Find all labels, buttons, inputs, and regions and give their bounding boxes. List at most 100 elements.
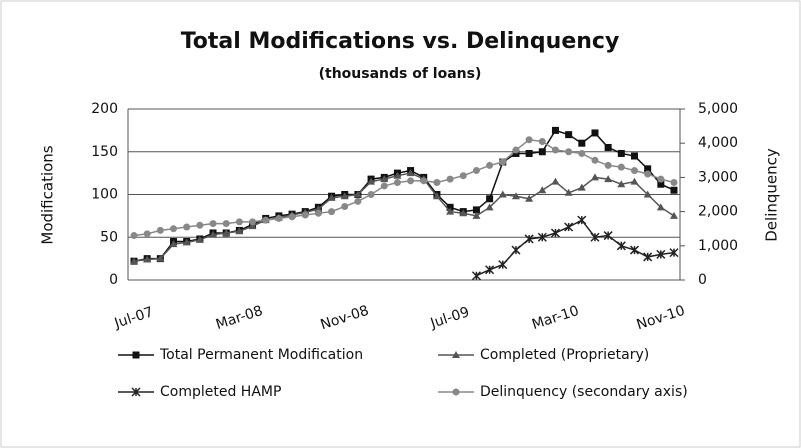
data-point — [657, 180, 665, 188]
y2-tick-label: 1,000 — [698, 238, 738, 254]
data-point — [538, 148, 546, 156]
data-point — [249, 218, 257, 226]
data-point — [617, 149, 625, 157]
data-point — [314, 209, 322, 217]
data-point — [524, 234, 534, 244]
legend-marker — [131, 387, 141, 397]
data-point — [603, 231, 613, 241]
data-point — [564, 222, 574, 232]
y-tick-label: 100 — [91, 187, 118, 203]
data-point — [578, 139, 586, 147]
data-point — [380, 175, 389, 183]
data-point — [498, 260, 508, 270]
data-point — [327, 193, 336, 201]
data-point — [644, 170, 652, 178]
data-point — [130, 232, 138, 240]
data-point — [143, 230, 151, 238]
data-point — [143, 255, 152, 263]
data-point — [498, 190, 507, 198]
data-point — [341, 202, 349, 210]
data-point — [537, 232, 547, 242]
data-point — [406, 169, 415, 177]
data-point — [340, 192, 349, 200]
data-point — [538, 137, 546, 145]
data-point — [433, 179, 441, 187]
data-point — [551, 146, 559, 154]
data-point — [670, 179, 678, 187]
y-tick-label: 0 — [109, 272, 118, 288]
data-point — [183, 223, 191, 231]
legend-label: Total Permanent Modification — [159, 347, 363, 363]
data-point — [565, 148, 573, 156]
data-point — [156, 254, 165, 262]
data-point — [459, 172, 467, 180]
y2-tick-label: 2,000 — [698, 204, 738, 220]
data-point — [222, 228, 231, 236]
data-point — [432, 192, 441, 200]
data-point — [471, 271, 481, 281]
y2-tick-label: 0 — [698, 272, 707, 288]
data-point — [328, 208, 336, 216]
data-point — [629, 245, 640, 255]
data-point — [577, 215, 587, 225]
data-point — [604, 143, 612, 151]
data-point — [472, 211, 481, 219]
data-point — [196, 221, 204, 229]
y-axis-title: Modifications — [39, 145, 57, 244]
data-point — [407, 177, 415, 185]
data-point — [604, 161, 612, 169]
data-point — [590, 173, 599, 181]
data-point — [538, 186, 547, 194]
data-point — [669, 248, 679, 258]
data-point — [393, 179, 401, 187]
data-point — [446, 207, 455, 215]
data-point — [512, 146, 520, 154]
legend-label: Completed HAMP — [160, 384, 281, 400]
legend-label: Completed (Proprietary) — [480, 347, 649, 363]
legend-label: Delinquency (secondary axis) — [480, 384, 688, 400]
data-point — [643, 190, 652, 198]
data-point — [630, 177, 639, 185]
data-point — [472, 167, 480, 175]
data-point — [130, 257, 138, 265]
data-point — [616, 241, 626, 251]
chart-subtitle: (thousands of loans) — [319, 66, 482, 82]
data-point — [288, 213, 296, 221]
data-point — [525, 149, 533, 157]
y2-tick-label: 4,000 — [698, 135, 738, 151]
data-point — [446, 175, 454, 183]
data-point — [248, 222, 257, 230]
data-point — [656, 203, 665, 211]
data-point — [486, 161, 494, 169]
data-point — [420, 177, 428, 185]
chart-title: Total Modifications vs. Delinquency — [181, 29, 620, 54]
data-point — [525, 136, 533, 144]
y2-tick-label: 5,000 — [698, 101, 738, 117]
data-point — [499, 158, 507, 166]
data-point — [511, 192, 520, 200]
data-point — [472, 206, 480, 214]
data-point — [235, 227, 244, 235]
data-point — [169, 240, 178, 248]
series-line — [476, 219, 675, 277]
y-tick-label: 150 — [91, 144, 118, 160]
data-point — [525, 194, 534, 202]
data-point — [551, 177, 560, 185]
data-point — [209, 230, 218, 238]
data-point — [235, 218, 243, 226]
legend-marker — [452, 351, 460, 358]
data-point — [551, 126, 559, 134]
data-point — [617, 163, 625, 171]
data-point — [170, 225, 178, 233]
data-point — [354, 197, 362, 205]
data-point — [604, 175, 613, 183]
data-point — [643, 252, 653, 262]
legend-marker — [452, 388, 460, 396]
data-point — [630, 152, 638, 160]
data-point — [222, 220, 230, 228]
y2-axis-title: Delinquency — [763, 148, 781, 242]
data-point — [630, 167, 638, 175]
data-point — [314, 205, 323, 213]
legend-marker — [132, 351, 140, 359]
data-point — [380, 182, 388, 190]
